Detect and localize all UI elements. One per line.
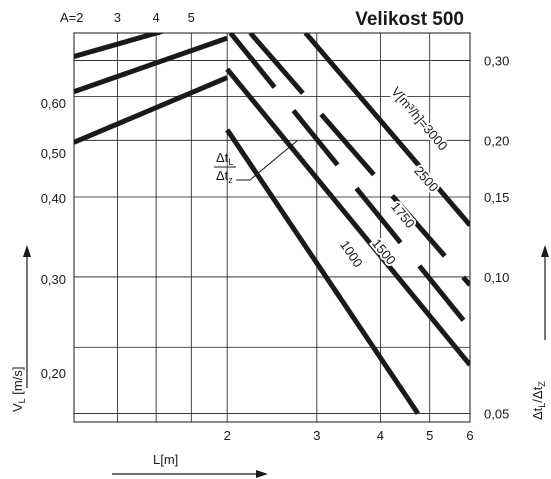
airflow-line-2500 (248, 33, 470, 287)
left-tick-label: 0,50 (41, 146, 66, 161)
top-tick-label: 4 (153, 10, 160, 25)
top-tick-label: 3 (114, 10, 121, 25)
x-tick-label: 5 (426, 428, 433, 443)
right-axis-arrow (541, 245, 549, 340)
velocity-line-2 (74, 35, 229, 95)
plot-frame (73, 32, 471, 423)
series-layer (74, 0, 470, 415)
left-ticks: 0,60 0,50 0,40 0,30 0,20 (41, 96, 66, 381)
velocity-line-3 (74, 33, 166, 59)
airflow-line-1500 (225, 67, 470, 367)
left-axis-label: VL [m/s] (10, 367, 27, 412)
curve-label-1000: 1000 (337, 238, 366, 270)
top-tick-label: A=2 (60, 10, 84, 25)
right-tick-label: 0,10 (484, 270, 509, 285)
right-axis-label: ΔtL/ΔtZ (530, 381, 547, 420)
left-tick-label: 0,30 (41, 272, 66, 287)
curve-label-1500: 1500 (369, 236, 399, 268)
ratio-denominator: Δtz (216, 168, 233, 185)
x-axis-arrow (112, 470, 268, 478)
right-tick-label: 0,05 (484, 407, 509, 422)
airflow-line-1000 (225, 128, 420, 415)
left-tick-label: 0,40 (41, 191, 66, 206)
airflow-line-1750 (228, 33, 470, 330)
airflow-line-3000 (303, 33, 470, 227)
curve-label-1750: 1750 (388, 199, 418, 231)
x-tick-label: 6 (466, 428, 473, 443)
ratio-numerator: ΔtL (216, 150, 233, 167)
x-ticks: 2 3 4 5 6 (224, 428, 474, 443)
x-tick-label: 4 (377, 428, 384, 443)
x-axis-label: L[m] (153, 452, 178, 467)
right-tick-label: 0,15 (484, 190, 509, 205)
x-tick-label: 2 (224, 428, 231, 443)
top-tick-label: 5 (188, 10, 195, 25)
left-tick-label: 0,60 (41, 96, 66, 111)
left-axis-arrow (23, 245, 31, 388)
ratio-annotation: ΔtL Δtz (214, 139, 299, 185)
velocity-line-1 (74, 75, 229, 145)
velocity-line-4 (74, 0, 227, 20)
right-ticks: 0,30 0,20 0,15 0,10 0,05 (484, 53, 509, 421)
grid (74, 33, 470, 422)
chart-title: Velikost 500 (355, 9, 464, 30)
top-ticks: A=2 3 4 5 (60, 10, 195, 25)
x-tick-label: 3 (313, 428, 320, 443)
right-tick-label: 0,30 (484, 53, 509, 68)
right-tick-label: 0,20 (484, 133, 509, 148)
ratio-leader-line (236, 139, 299, 181)
left-tick-label: 0,20 (41, 366, 66, 381)
